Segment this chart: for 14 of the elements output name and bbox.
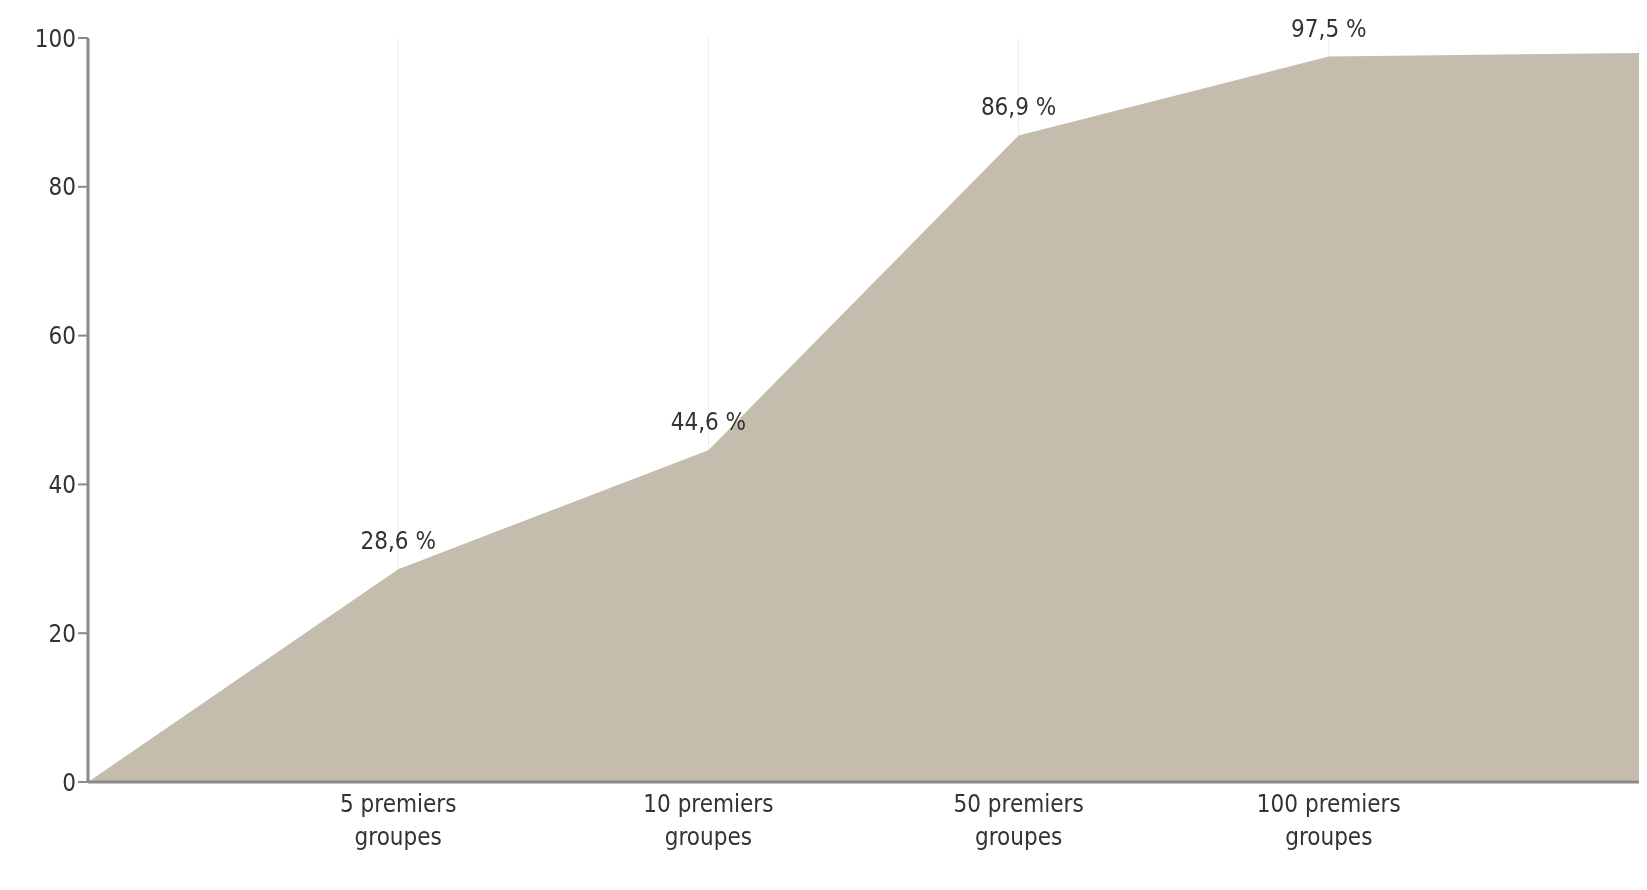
x-tick-label: 100 premiers groupes: [1256, 790, 1401, 851]
y-tick-label: 60: [48, 322, 76, 351]
data-label: 86,9 %: [980, 93, 1057, 122]
x-tick-label: 10 premiers groupes: [643, 790, 774, 851]
y-tick-label: 0: [62, 768, 76, 797]
y-tick-label: 80: [48, 173, 76, 202]
y-tick-label: 100: [34, 24, 76, 53]
y-tick-label: 40: [48, 470, 76, 499]
data-label: 44,6 %: [670, 408, 747, 437]
x-tick-label: 50 premiers groupes: [953, 790, 1084, 851]
data-label: 28,6 %: [360, 527, 436, 556]
y-tick-label: 20: [48, 619, 76, 648]
x-tick-label: 5 premiers groupes: [340, 790, 457, 851]
data-label: 97,5 %: [1291, 14, 1367, 43]
